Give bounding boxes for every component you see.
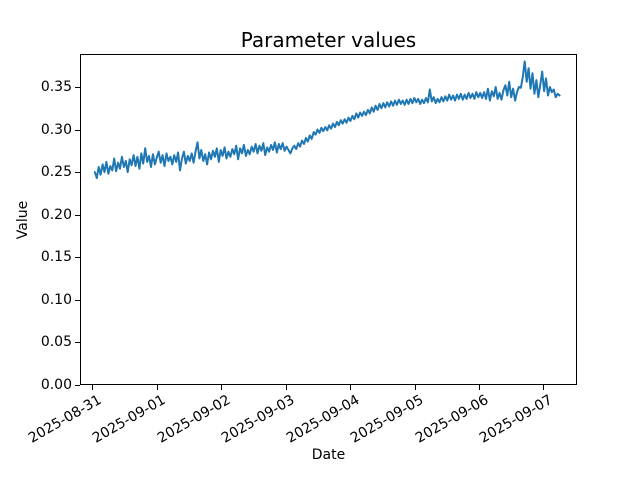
y-tick-mark: [75, 257, 80, 259]
y-tick-label: 0.20: [40, 206, 72, 223]
x-tick-label: 2025-09-03: [219, 392, 298, 447]
x-tick-mark: [350, 385, 352, 390]
y-tick-label: 0.25: [40, 164, 72, 181]
x-tick-mark: [285, 385, 287, 390]
y-tick-label: 0.05: [40, 334, 72, 351]
y-tick-label: 0.30: [40, 121, 72, 138]
y-tick-mark: [75, 214, 80, 216]
x-tick-mark: [479, 385, 481, 390]
parameter-value-series-line: [93, 60, 561, 180]
y-tick-mark: [75, 86, 80, 88]
plot-area: [80, 54, 577, 385]
line-plot-canvas: [93, 60, 561, 180]
x-tick-label: 2025-09-07: [477, 392, 556, 447]
chart-title: Parameter values: [240, 28, 417, 52]
x-tick-mark: [414, 385, 416, 390]
x-tick-mark: [156, 385, 158, 390]
x-tick-label: 2025-09-01: [90, 392, 169, 447]
y-tick-mark: [75, 129, 80, 131]
y-tick-mark: [75, 385, 80, 386]
x-tick-label: 2025-09-05: [348, 392, 427, 447]
x-axis-label: Date: [311, 447, 346, 463]
y-tick-label: 0.15: [40, 249, 72, 266]
x-tick-mark: [92, 385, 94, 390]
x-tick-mark: [221, 385, 223, 390]
y-tick-mark: [75, 299, 80, 301]
y-tick-mark: [75, 172, 80, 174]
y-tick-label: 0.10: [40, 291, 72, 308]
y-tick-label: 0.35: [40, 78, 72, 95]
x-tick-mark: [543, 385, 545, 390]
y-tick-label: 0.00: [40, 377, 72, 393]
y-tick-mark: [75, 342, 80, 344]
